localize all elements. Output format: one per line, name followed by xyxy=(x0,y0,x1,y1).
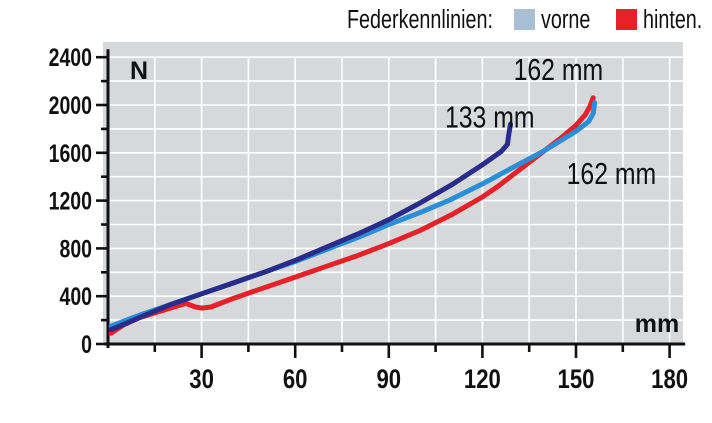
annotation-label: 133 mm xyxy=(445,100,535,134)
series-lines xyxy=(108,95,598,336)
annotation-label: 162 mm xyxy=(514,52,604,86)
y-tick-label: 1600 xyxy=(49,139,92,167)
axes xyxy=(96,49,686,358)
grid xyxy=(108,56,686,344)
labels: 0 400 800 1200 1600 2000 2400 30 60 90 120 150 180 Nm… xyxy=(49,2,712,395)
legend-swatch-2 xyxy=(616,9,637,30)
x-axis-label: mm xyxy=(635,310,679,338)
y-tick-label: 400 xyxy=(59,283,92,311)
x-tick-label: 30 xyxy=(189,365,214,395)
legend: Federkennlinien: vorne hinten. xyxy=(343,2,712,36)
legend-title: Federkennlinien: xyxy=(347,4,493,33)
y-tick-label: 2000 xyxy=(49,92,92,120)
legend-label-1: vorne xyxy=(541,4,590,33)
x-tick-label: 180 xyxy=(651,365,688,395)
y-tick-label: 1200 xyxy=(49,187,92,215)
annotation-label: 162 mm xyxy=(567,156,657,190)
y-tick-label: 2400 xyxy=(49,44,92,72)
x-tick-label: 90 xyxy=(376,365,401,395)
series-line-3 xyxy=(108,121,513,333)
legend-swatch-1 xyxy=(514,9,535,30)
y-axis-label: N xyxy=(130,57,148,85)
y-tick-label: 800 xyxy=(59,235,92,263)
x-tick-label: 120 xyxy=(464,365,501,395)
y-tick-label: 0 xyxy=(81,331,92,359)
x-tick-label: 150 xyxy=(558,365,595,395)
legend-label-2: hinten. xyxy=(643,4,702,33)
x-tick-label: 60 xyxy=(283,365,308,395)
